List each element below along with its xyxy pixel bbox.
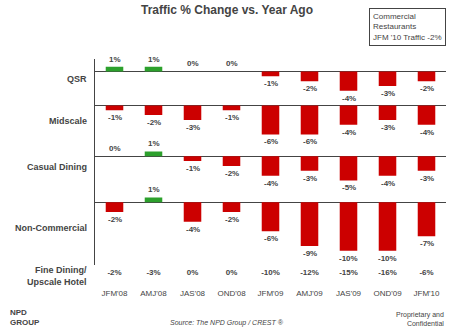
svg-text:AMJ'08: AMJ'08	[140, 289, 167, 298]
svg-text:0%: 0%	[187, 59, 199, 68]
svg-text:-2%: -2%	[225, 215, 239, 224]
svg-text:OND'09: OND'09	[373, 289, 402, 298]
svg-text:Midscale: Midscale	[49, 116, 87, 126]
svg-text:1%: 1%	[109, 55, 121, 64]
svg-text:-5%: -5%	[342, 183, 356, 192]
svg-text:1%: 1%	[148, 139, 160, 148]
svg-text:1%: 1%	[148, 185, 160, 194]
svg-text:-10%: -10%	[261, 268, 280, 277]
svg-text:0%: 0%	[226, 59, 238, 68]
svg-text:Traffic % Change vs. Year Ago: Traffic % Change vs. Year Ago	[141, 3, 313, 17]
svg-text:-1%: -1%	[108, 113, 122, 122]
svg-text:CommercialRestaurantsJFM '10 T: CommercialRestaurantsJFM '10 Traffic -2%	[373, 12, 442, 42]
svg-text:0%: 0%	[109, 144, 121, 153]
svg-text:0%: 0%	[226, 268, 238, 277]
svg-text:-6%: -6%	[419, 268, 433, 277]
svg-text:JFM'10: JFM'10	[414, 289, 441, 298]
svg-text:-2%: -2%	[108, 215, 122, 224]
svg-text:Source: The NPD Group / CREST: Source: The NPD Group / CREST ®	[170, 319, 284, 327]
svg-text:-3%: -3%	[303, 174, 317, 183]
svg-text:-2%: -2%	[107, 268, 121, 277]
svg-text:Proprietary andConfidential: Proprietary andConfidential	[396, 311, 444, 327]
svg-text:QSR: QSR	[67, 74, 87, 84]
svg-text:-1%: -1%	[225, 113, 239, 122]
svg-text:JFM'09: JFM'09	[258, 289, 285, 298]
svg-text:JAS'08: JAS'08	[180, 289, 206, 298]
svg-text:1%: 1%	[148, 55, 160, 64]
svg-text:-4%: -4%	[264, 179, 278, 188]
svg-text:OND'08: OND'08	[217, 289, 246, 298]
svg-text:0%: 0%	[187, 268, 199, 277]
svg-text:-1%: -1%	[186, 164, 200, 173]
svg-text:JAS'09: JAS'09	[336, 289, 362, 298]
svg-text:-4%: -4%	[342, 128, 356, 137]
svg-text:-4%: -4%	[381, 179, 395, 188]
svg-text:-12%: -12%	[300, 268, 319, 277]
svg-text:-10%: -10%	[339, 254, 358, 263]
svg-text:-4%: -4%	[420, 128, 434, 137]
svg-text:-2%: -2%	[303, 84, 317, 93]
svg-text:Non-Commercial: Non-Commercial	[15, 223, 87, 233]
svg-text:NPDGROUP: NPDGROUP	[10, 308, 40, 327]
svg-text:-2%: -2%	[147, 118, 161, 127]
svg-text:-10%: -10%	[378, 254, 397, 263]
svg-text:-7%: -7%	[420, 239, 434, 248]
svg-text:Casual Dining: Casual Dining	[27, 162, 87, 172]
svg-text:Fine Dining/Upscale Hotel: Fine Dining/Upscale Hotel	[27, 265, 87, 287]
svg-text:-3%: -3%	[381, 89, 395, 98]
svg-text:-6%: -6%	[303, 137, 317, 146]
svg-text:-2%: -2%	[225, 169, 239, 178]
svg-text:-15%: -15%	[339, 268, 358, 277]
svg-text:-16%: -16%	[378, 268, 397, 277]
svg-text:-2%: -2%	[420, 84, 434, 93]
svg-text:-9%: -9%	[303, 249, 317, 258]
svg-text:-1%: -1%	[264, 79, 278, 88]
svg-text:JFM'08: JFM'08	[102, 289, 129, 298]
svg-text:-4%: -4%	[186, 225, 200, 234]
svg-text:AMJ'09: AMJ'09	[296, 289, 323, 298]
svg-text:-3%: -3%	[381, 123, 395, 132]
svg-text:-3%: -3%	[186, 123, 200, 132]
svg-text:-6%: -6%	[264, 234, 278, 243]
svg-text:-4%: -4%	[342, 94, 356, 103]
svg-text:-3%: -3%	[420, 174, 434, 183]
svg-text:-3%: -3%	[146, 268, 160, 277]
svg-text:-6%: -6%	[264, 137, 278, 146]
